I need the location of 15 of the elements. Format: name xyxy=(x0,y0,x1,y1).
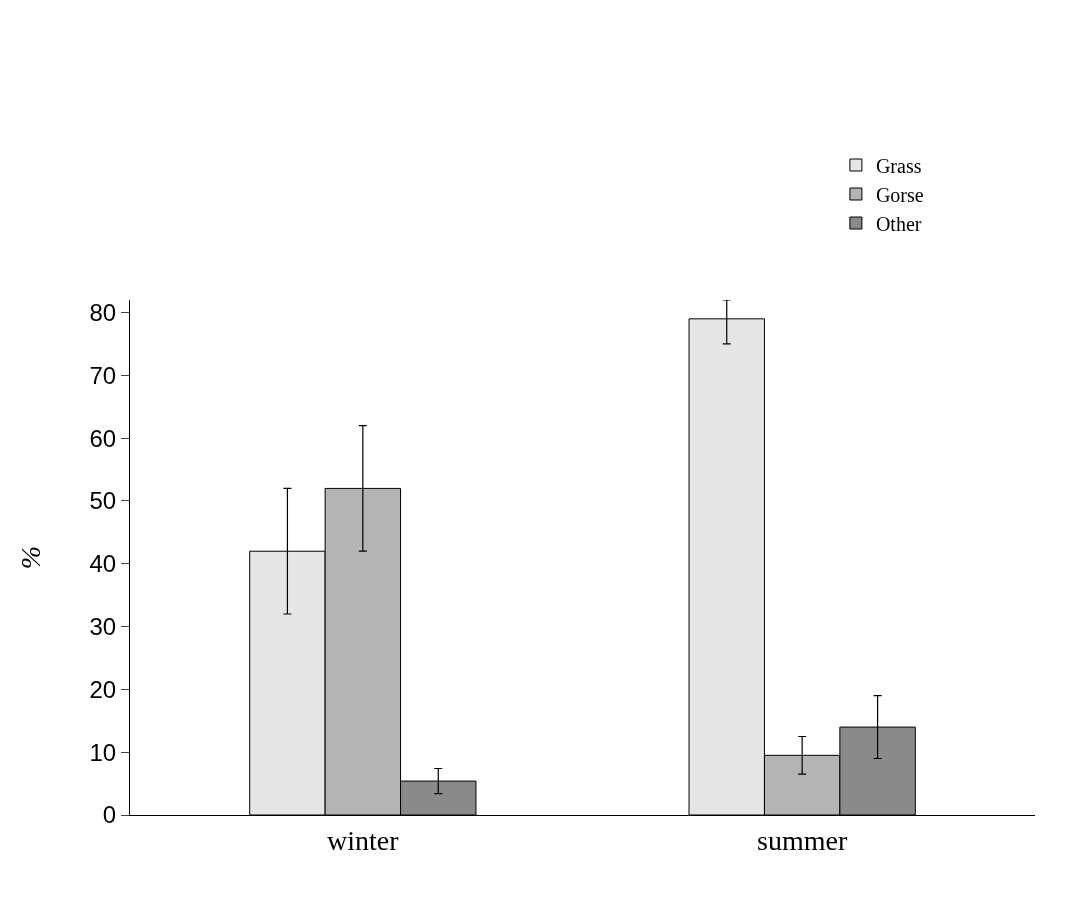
y-tick-label: 0 xyxy=(102,801,117,829)
legend-label: Grass xyxy=(875,154,922,177)
y-tick-label: 20 xyxy=(89,675,117,703)
legend-label: Gorse xyxy=(875,183,924,206)
y-tick-label: 80 xyxy=(89,298,117,326)
y-tick-label: 70 xyxy=(89,361,117,389)
x-tick-label: winter xyxy=(327,824,400,856)
y-tick-label: 50 xyxy=(89,487,117,515)
legend-label: Other xyxy=(875,212,922,235)
y-tick-label: 40 xyxy=(89,550,117,578)
y-tick-label: 30 xyxy=(89,612,117,640)
y-axis-title: % xyxy=(15,545,47,570)
x-tick-label: summer xyxy=(757,824,848,856)
y-tick-label: 10 xyxy=(89,738,117,766)
y-tick-label: 60 xyxy=(89,424,117,452)
